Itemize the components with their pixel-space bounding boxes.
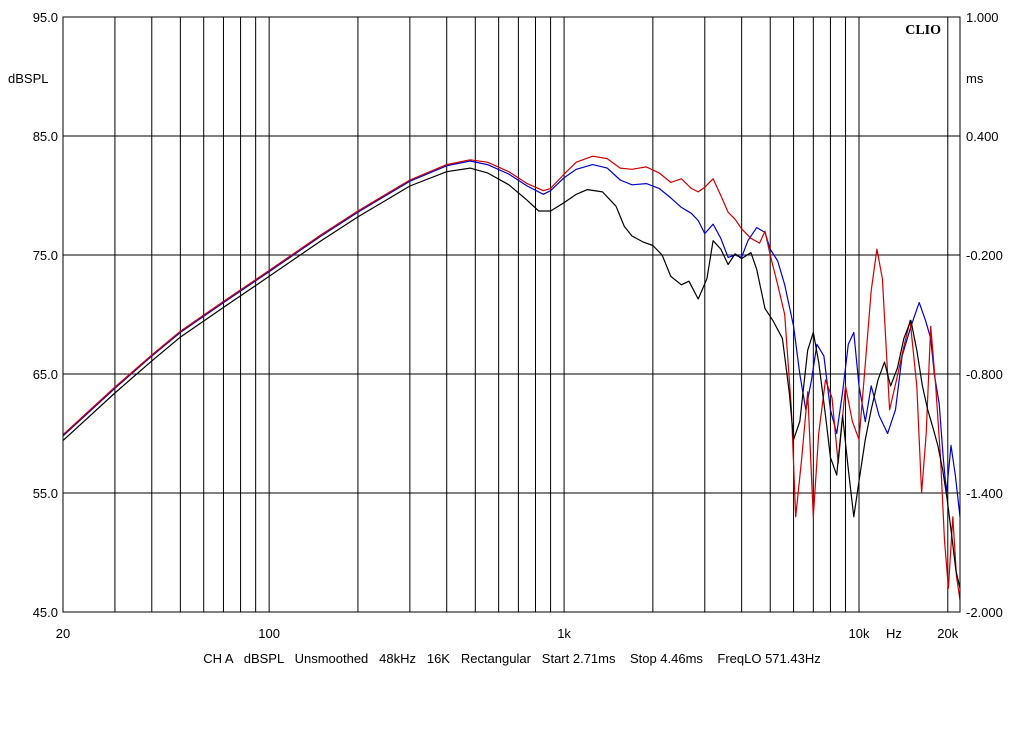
y-right-tick-label: -0.800 <box>966 367 1003 382</box>
info-window: Rectangular <box>460 651 531 666</box>
y-left-tick-label: 55.0 <box>33 486 58 501</box>
y-left-axis-label: dBSPL <box>8 71 48 86</box>
y-left-tick-label: 65.0 <box>33 367 58 382</box>
x-tick-label: 10k <box>849 626 870 641</box>
clio-brand-logo: CLIO <box>905 23 941 38</box>
tick-labels: 45.0 55.0 65.0 75.0 85.0 95.0 -2.000 -1.400 -0.8… <box>33 10 1003 641</box>
y-left-tick-label: 85.0 <box>33 129 58 144</box>
series-group <box>62 155 961 601</box>
x-axis-unit-label: Hz <box>886 626 902 641</box>
y-left-tick-label: 75.0 <box>33 248 58 263</box>
y-right-tick-label: -1.400 <box>966 486 1003 501</box>
y-right-tick-label: -2.000 <box>966 605 1003 620</box>
y-right-tick-label: 0.400 <box>966 129 999 144</box>
plot-frame <box>62 16 961 613</box>
x-tick-label: 100 <box>258 626 280 641</box>
info-rate: 48kHz <box>379 651 416 666</box>
x-tick-label: 1k <box>557 626 571 641</box>
info-freqlo: FreqLO 571.43Hz <box>717 651 821 666</box>
info-start: Start 2.71ms <box>541 651 616 666</box>
y-right-tick-label: -0.200 <box>966 248 1003 263</box>
y-left-tick-label: 95.0 <box>33 10 58 25</box>
x-tick-label: 20k <box>937 626 958 641</box>
info-unit: dBSPL <box>243 651 284 666</box>
series-line <box>62 160 961 517</box>
plot-area <box>63 17 960 612</box>
info-stop: Stop 4.46ms <box>629 651 703 666</box>
series-line <box>62 155 961 601</box>
y-left-tick-label: 45.0 <box>33 605 58 620</box>
info-channel: CH A <box>203 651 233 666</box>
series-line <box>62 167 961 589</box>
measurement-info-bar: CH A dBSPL Unsmoothed 48kHz 16K Rectangu… <box>0 651 1024 666</box>
x-tick-label: 20 <box>56 626 70 641</box>
y-right-axis-label: ms <box>966 71 984 86</box>
info-size: 16K <box>426 651 450 666</box>
y-right-tick-label: 1.000 <box>966 10 999 25</box>
info-smoothing: Unsmoothed <box>294 651 369 666</box>
